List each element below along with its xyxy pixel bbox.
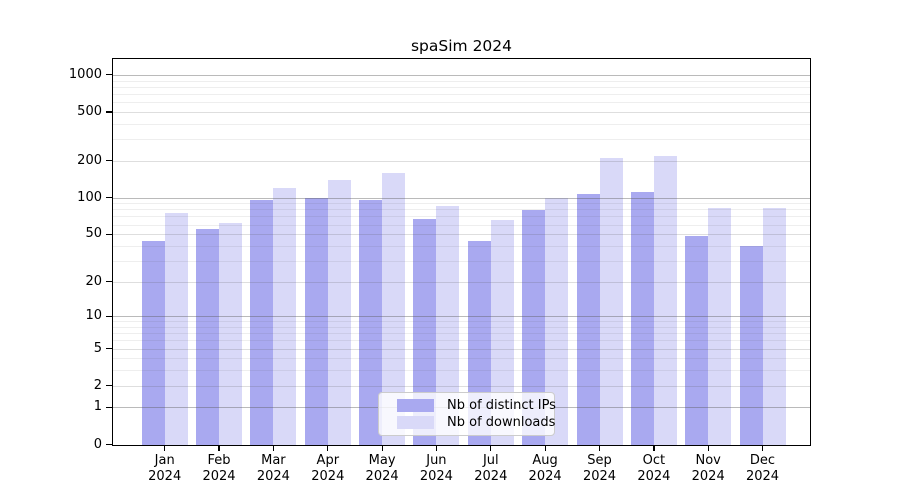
y-tick-label-1: 1 <box>93 399 102 415</box>
bar-downloads-oct <box>653 155 677 445</box>
x-tick-apr <box>327 445 329 451</box>
bar-downloads-jan <box>164 212 188 445</box>
bar-ips-oct <box>630 191 654 445</box>
y-tick-20 <box>106 281 112 283</box>
bar-downloads-mar <box>273 187 297 445</box>
gridline-100 <box>113 197 810 199</box>
y-tick-label-5: 5 <box>93 340 102 356</box>
y-tick-1000 <box>106 74 112 76</box>
x-tick-dec <box>761 445 764 451</box>
bar-ips-may <box>359 200 383 445</box>
plot-area <box>113 59 810 445</box>
y-tick-1 <box>106 406 112 409</box>
bar-downloads-sep <box>599 158 623 445</box>
chart-title: spaSim 2024 <box>410 37 513 55</box>
bar-downloads-apr <box>327 179 351 445</box>
x-tick-label-mar: Mar 2024 <box>256 453 290 484</box>
legend-swatch-downloads <box>397 416 434 429</box>
legend-label-distinct-ips: Nb of distinct IPs <box>447 398 556 413</box>
x-tick-oct <box>653 445 655 451</box>
gridline-70 <box>113 216 810 218</box>
gridline-60 <box>113 224 810 226</box>
y-tick-label-20: 20 <box>85 273 102 289</box>
gridline-300 <box>113 139 810 141</box>
legend-item-distinct-ips: Nb of distinct IPs <box>388 398 556 413</box>
x-tick-label-sep: Sep 2024 <box>582 453 617 484</box>
x-tick-label-jan: Jan 2024 <box>148 453 182 484</box>
y-tick-100 <box>106 197 112 199</box>
bar-downloads-nov <box>708 208 732 445</box>
bar-ips-jun <box>413 218 437 445</box>
x-tick-mar <box>272 445 275 451</box>
y-tick-label-2: 2 <box>93 377 102 393</box>
legend-label-downloads: Nb of downloads <box>447 415 556 430</box>
x-tick-feb <box>218 445 220 451</box>
x-tick-sep <box>598 445 601 451</box>
gridline-1000 <box>113 74 810 76</box>
bar-ips-dec <box>739 245 763 445</box>
y-tick-label-100: 100 <box>77 189 102 205</box>
bar-downloads-jun <box>436 205 460 445</box>
bar-ips-nov <box>685 236 709 445</box>
x-tick-label-apr: Apr 2024 <box>311 453 345 484</box>
x-tick-label-aug: Aug 2024 <box>528 453 562 484</box>
gridline-200 <box>113 160 810 162</box>
bar-ips-apr <box>304 197 328 445</box>
x-tick-jul <box>490 445 492 451</box>
gridline-80 <box>113 209 810 211</box>
legend-swatch-distinct-ips <box>397 399 434 412</box>
bar-downloads-aug <box>545 197 569 445</box>
gridline-600 <box>113 102 810 104</box>
x-tick-label-feb: Feb 2024 <box>202 453 236 484</box>
x-tick-jun <box>435 445 438 451</box>
y-tick-0 <box>106 443 112 446</box>
gridline-90 <box>113 203 810 205</box>
x-tick-aug <box>544 445 546 451</box>
y-tick-label-500: 500 <box>77 103 102 119</box>
y-tick-500 <box>106 111 112 113</box>
x-tick-label-oct: Oct 2024 <box>637 453 671 484</box>
x-tick-may <box>381 445 383 451</box>
x-tick-label-jul: Jul 2024 <box>474 453 508 484</box>
bar-downloads-dec <box>762 208 786 445</box>
y-tick-label-50: 50 <box>85 226 102 242</box>
y-tick-label-200: 200 <box>77 152 102 168</box>
y-tick-200 <box>106 160 112 162</box>
y-tick-10 <box>106 315 112 317</box>
y-tick-5 <box>106 348 112 350</box>
bar-downloads-may <box>382 172 406 445</box>
legend: Nb of distinct IPs Nb of downloads <box>378 392 556 436</box>
x-tick-label-dec: Dec 2024 <box>745 453 780 484</box>
gridline-500 <box>113 111 810 113</box>
x-tick-jan <box>164 445 166 451</box>
bar-ips-aug <box>522 210 546 445</box>
y-tick-label-10: 10 <box>85 308 102 324</box>
y-tick-50 <box>106 233 112 235</box>
y-tick-label-0: 0 <box>93 436 102 452</box>
bar-ips-mar <box>250 200 274 445</box>
bar-ips-jan <box>141 240 165 445</box>
gridline-700 <box>113 93 810 95</box>
y-tick-label-1000: 1000 <box>68 66 102 82</box>
x-tick-label-nov: Nov 2024 <box>691 453 725 484</box>
y-tick-2 <box>106 385 112 387</box>
x-tick-label-jun: Jun 2024 <box>419 453 453 484</box>
gridline-800 <box>113 86 810 88</box>
x-tick-label-may: May 2024 <box>365 453 399 484</box>
x-tick-nov <box>707 445 709 451</box>
legend-item-downloads: Nb of downloads <box>388 415 555 430</box>
gridline-400 <box>113 123 810 125</box>
bar-ips-feb <box>196 229 220 445</box>
bar-downloads-jul <box>490 219 514 445</box>
bar-ips-sep <box>576 193 600 445</box>
gridline-900 <box>113 80 810 82</box>
bar-downloads-feb <box>219 222 243 445</box>
